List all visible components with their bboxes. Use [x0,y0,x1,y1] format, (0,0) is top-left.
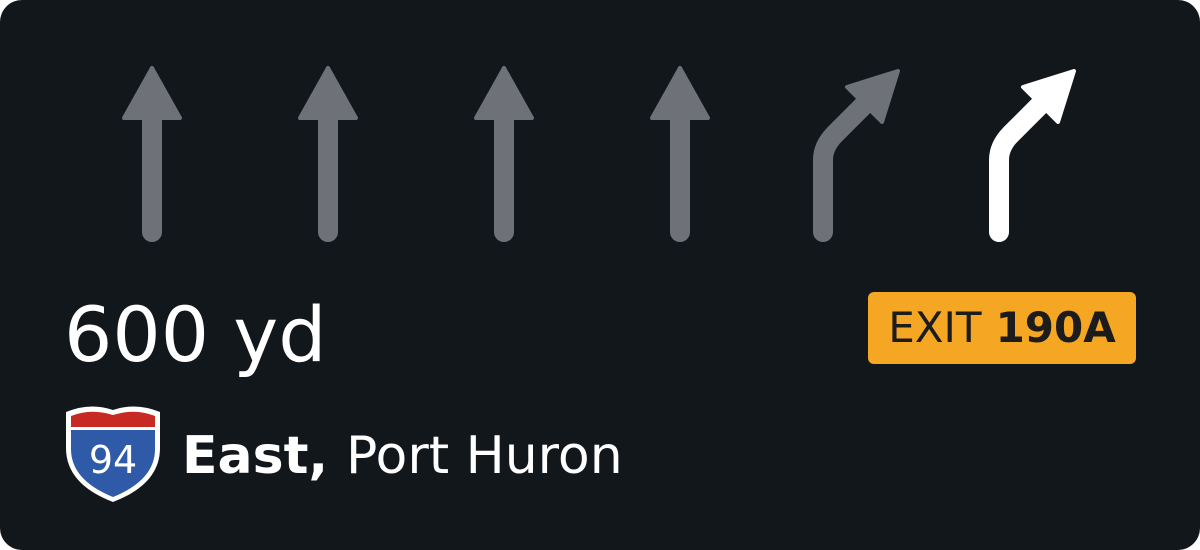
lane-4-straight-arrow-icon [620,60,740,250]
lane-2-straight-arrow-icon [268,60,388,250]
lane-1-straight-arrow-icon [92,60,212,250]
route-destination: Port Huron [346,426,623,486]
lane-5-slight-right-arrow-icon [790,60,910,250]
exit-badge: EXIT 190A [868,292,1136,364]
exit-number: 190A [995,303,1116,352]
distance-to-maneuver: 600 yd [64,290,327,379]
exit-label: EXIT [888,303,982,352]
lane-guidance-row [0,0,1200,260]
route-direction: East, [182,426,329,486]
route-info: 94 East, Port Huron [62,404,962,504]
lane-6-slight-right-arrow-icon-active [966,60,1086,250]
lane-3-straight-arrow-icon [444,60,564,250]
interstate-shield-icon: 94 [62,404,164,504]
shield-route-number: 94 [88,438,138,482]
